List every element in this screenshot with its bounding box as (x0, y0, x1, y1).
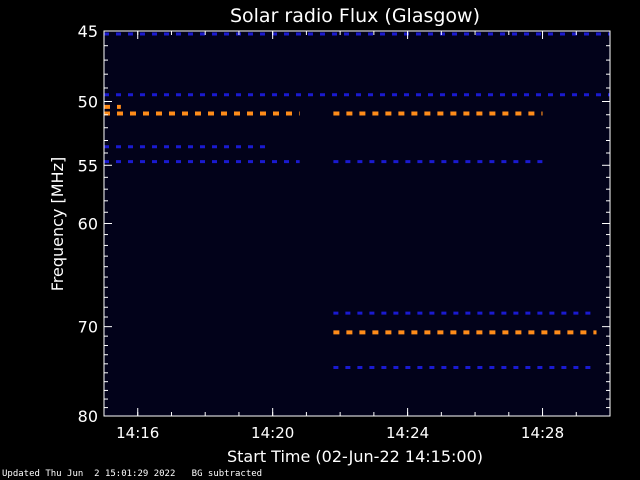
emission-features (104, 32, 610, 369)
x-tick-label: 14:16 (116, 424, 159, 442)
updated-timestamp: Updated Thu Jun 2 15:01:29 2022 (2, 469, 176, 479)
bg-subtracted-note: BG subtracted (191, 469, 263, 479)
footer: Updated Thu Jun 2 15:01:29 2022 BG subtr… (2, 469, 262, 479)
y-tick-label: 70 (78, 318, 98, 337)
y-tick-label: 80 (78, 407, 98, 426)
x-tick-label: 14:28 (521, 424, 564, 442)
y-tick-label: 50 (78, 93, 98, 112)
chart-title: Solar radio Flux (Glasgow) (230, 5, 480, 27)
x-tick-label: 14:24 (386, 424, 429, 442)
y-tick-label: 45 (78, 22, 98, 41)
y-axis-label: Frequency [MHz] (48, 157, 67, 291)
plot-background (104, 31, 610, 416)
x-axis-label: Start Time (02-Jun-22 14:15:00) (227, 447, 483, 466)
y-tick-label: 55 (78, 156, 98, 175)
axis-ticks: 14:16 14:20 14:24 14:28 45 50 55 60 70 80 (78, 22, 610, 442)
y-tick-label: 60 (78, 215, 98, 234)
x-tick-label: 14:20 (251, 424, 294, 442)
